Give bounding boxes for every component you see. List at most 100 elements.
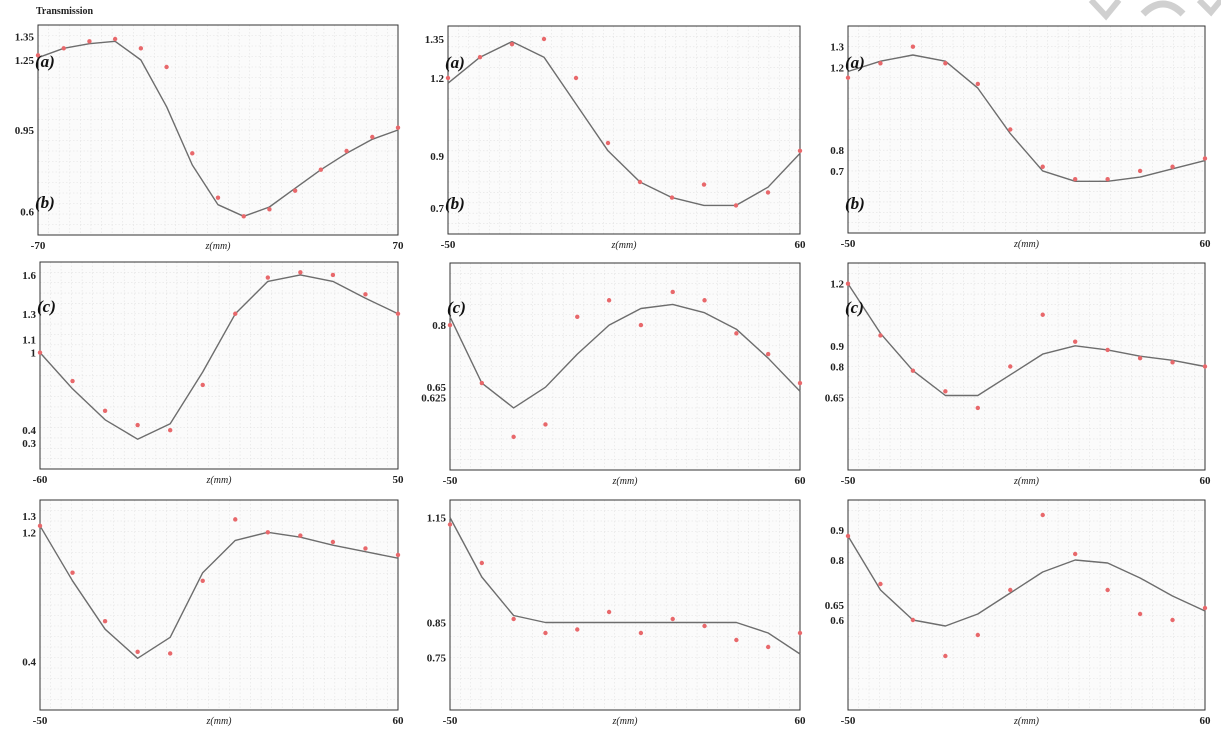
data-point bbox=[479, 560, 485, 566]
data-point bbox=[1170, 360, 1175, 365]
x-tick-label: -50 bbox=[441, 239, 456, 251]
data-point bbox=[878, 581, 883, 587]
data-point bbox=[233, 517, 238, 522]
y-tick-label: 1.25 bbox=[15, 55, 35, 67]
data-point bbox=[975, 81, 981, 87]
data-point bbox=[318, 167, 324, 172]
data-point bbox=[1137, 356, 1143, 361]
x-tick-label: 50 bbox=[393, 474, 405, 486]
plot-frame bbox=[847, 499, 1206, 711]
fit-series-line bbox=[39, 525, 399, 659]
panel-label: (a) bbox=[445, 53, 465, 72]
y-tick-label: 1.15 bbox=[427, 513, 447, 525]
fit-series-line bbox=[847, 283, 1206, 397]
data-point bbox=[190, 151, 195, 156]
data-point bbox=[241, 214, 246, 219]
y-tick-label: 0.65 bbox=[427, 382, 447, 394]
data-point bbox=[447, 322, 453, 328]
y-tick-label: 0.65 bbox=[825, 600, 845, 612]
y-tick-label: 1.35 bbox=[425, 34, 445, 46]
y-tick-label: 1.2 bbox=[430, 73, 444, 85]
panel-label: (a) bbox=[35, 52, 55, 71]
data-point bbox=[1072, 339, 1078, 344]
data-point bbox=[330, 272, 336, 278]
x-tick-label: -70 bbox=[31, 240, 46, 252]
data-point bbox=[605, 140, 611, 146]
data-point bbox=[606, 298, 612, 303]
x-tick-label: -60 bbox=[33, 474, 48, 486]
data-point bbox=[200, 382, 205, 388]
data-point bbox=[479, 380, 485, 386]
data-point bbox=[1008, 127, 1013, 132]
x-tick-label: -50 bbox=[841, 238, 856, 250]
fit-series-line bbox=[449, 517, 801, 655]
fit-series-line bbox=[847, 535, 1206, 627]
data-point bbox=[87, 39, 92, 44]
data-point bbox=[135, 422, 140, 428]
data-point bbox=[363, 546, 368, 551]
data-point bbox=[765, 644, 771, 650]
data-point bbox=[670, 289, 675, 295]
x-tick-label: 60 bbox=[1200, 475, 1212, 487]
data-point bbox=[1040, 164, 1045, 169]
plot-frame bbox=[447, 25, 801, 235]
x-axis-label: z(mm) bbox=[611, 240, 638, 251]
data-point bbox=[543, 422, 548, 427]
x-tick-label: 60 bbox=[1200, 238, 1212, 250]
data-point bbox=[575, 627, 580, 632]
x-tick-label: 60 bbox=[795, 715, 807, 727]
data-point bbox=[1072, 176, 1078, 182]
data-point bbox=[765, 190, 771, 195]
panel-9: 0.9 0.8 0.65 0.6 -50 60 z(mm) bbox=[825, 499, 1211, 727]
y-tick-label: 0.7 bbox=[830, 166, 844, 178]
data-point bbox=[265, 530, 271, 535]
data-point bbox=[1008, 364, 1013, 369]
y-tick-label: 0.95 bbox=[15, 125, 35, 137]
grid bbox=[40, 262, 398, 469]
data-point bbox=[70, 570, 75, 575]
data-point bbox=[167, 651, 173, 656]
data-point bbox=[1105, 587, 1110, 593]
y-tick-label: 1.1 bbox=[22, 335, 36, 347]
data-point bbox=[606, 609, 612, 615]
plot-frame bbox=[847, 25, 1206, 234]
data-point bbox=[797, 630, 803, 636]
data-point bbox=[511, 434, 516, 440]
y-tick-label: 1.3 bbox=[830, 42, 844, 54]
grid bbox=[848, 263, 1205, 470]
data-point bbox=[702, 298, 707, 303]
data-point bbox=[943, 389, 948, 394]
data-point bbox=[878, 61, 883, 66]
data-point bbox=[670, 616, 675, 622]
data-point bbox=[638, 322, 644, 328]
data-point bbox=[395, 552, 401, 558]
data-point bbox=[265, 275, 271, 280]
data-point bbox=[573, 75, 579, 81]
data-point bbox=[445, 75, 451, 81]
panel-label: (a) bbox=[845, 53, 865, 72]
panel-6: 1.2 0.9 0.8 0.65 -50 60 z(mm) (c) bbox=[825, 262, 1212, 487]
data-point bbox=[910, 368, 916, 373]
grid bbox=[40, 500, 398, 710]
data-point bbox=[135, 649, 140, 655]
data-point bbox=[637, 179, 643, 185]
data-point bbox=[733, 203, 739, 208]
y-tick-label: 1.2 bbox=[22, 527, 36, 539]
panel-1: 1.35 1.25 0.95 0.6 -70 70 z(mm) (a) (b) bbox=[15, 24, 404, 252]
data-point bbox=[845, 281, 851, 286]
y-axis-title: Transmission bbox=[36, 6, 94, 17]
data-point bbox=[370, 134, 375, 140]
y-tick-label: 0.4 bbox=[22, 657, 36, 669]
y-tick-label: 1.3 bbox=[22, 511, 36, 523]
y-tick-label: 0.3 bbox=[22, 438, 36, 450]
panel-4: 1.6 1.3 1.11 0.40.3 -60 50 z(mm) (c) bbox=[22, 261, 405, 486]
data-point bbox=[734, 637, 739, 643]
y-tick-label: 1.2 bbox=[830, 62, 844, 74]
data-point bbox=[511, 616, 516, 622]
data-point bbox=[267, 207, 272, 212]
x-tick-label: -50 bbox=[841, 475, 856, 487]
x-tick-label: 60 bbox=[795, 475, 807, 487]
data-point bbox=[330, 539, 336, 545]
data-point bbox=[1202, 605, 1208, 611]
x-tick-label: -50 bbox=[443, 715, 458, 727]
